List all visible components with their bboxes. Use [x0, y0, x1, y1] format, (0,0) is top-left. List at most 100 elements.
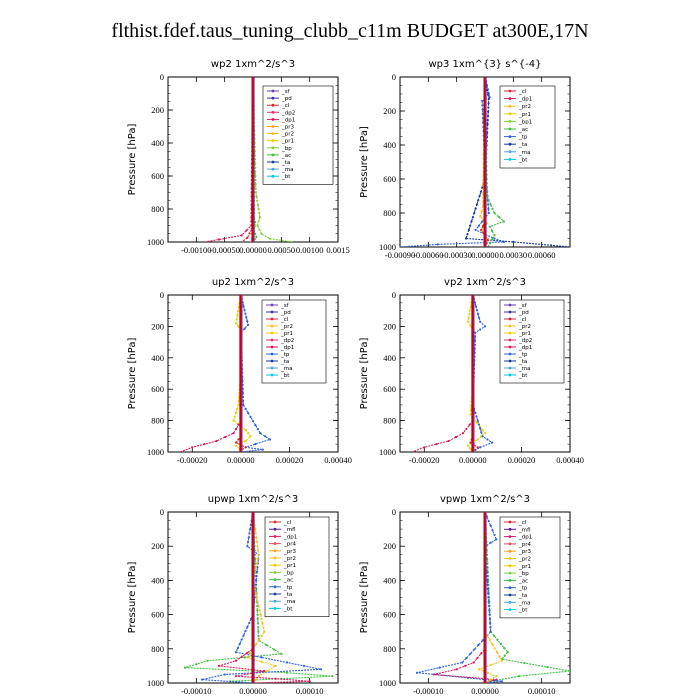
series-point — [461, 661, 464, 664]
series-point — [238, 642, 241, 645]
legend-label: _bp1 — [518, 119, 532, 125]
series-point — [244, 630, 247, 633]
series-point — [486, 587, 489, 591]
series-point — [258, 216, 261, 219]
series-point — [493, 647, 496, 650]
legend-marker — [508, 571, 512, 575]
legend-label: _bt — [518, 608, 528, 614]
series-point — [476, 438, 479, 441]
series-point — [469, 324, 472, 327]
series-point — [236, 310, 240, 313]
series-point — [472, 661, 475, 664]
series-point — [481, 639, 484, 642]
series-point — [237, 325, 240, 328]
series-point — [479, 446, 482, 449]
series-point — [486, 114, 490, 118]
legend-label: _cl — [281, 103, 290, 109]
legend-label: _tp — [280, 352, 290, 358]
series-point — [257, 207, 260, 211]
series-line — [204, 77, 254, 242]
legend-label: _dp1 — [280, 345, 294, 351]
y-axis-label: Pressure [hPa] — [359, 338, 370, 410]
series-point — [256, 613, 259, 616]
x-tick-label: 0.00020 — [276, 455, 304, 465]
series-point — [474, 305, 478, 308]
y-tick-label: 0 — [160, 290, 164, 300]
series-point — [263, 630, 266, 633]
legend-marker — [270, 366, 274, 370]
series-point — [506, 651, 509, 654]
series-point — [255, 540, 259, 544]
series-point — [490, 229, 494, 232]
legend-label: _dp1 — [281, 117, 295, 123]
y-tick-label: 1000 — [147, 447, 164, 457]
series-point — [481, 112, 484, 116]
series-point — [260, 660, 263, 663]
series-point — [478, 194, 481, 198]
legend-marker — [508, 586, 512, 590]
series-point — [474, 207, 477, 210]
legend-marker — [273, 592, 277, 596]
series-point — [248, 532, 251, 535]
legend-label: _sf — [281, 89, 291, 95]
legend-label: _pr1 — [281, 139, 294, 145]
series-point — [466, 233, 469, 236]
legend-label: _pr4 — [518, 542, 532, 548]
legend-marker — [271, 160, 275, 164]
plot-area — [183, 512, 334, 683]
y-tick-label: 1000 — [379, 447, 396, 457]
legend-marker — [271, 174, 275, 178]
legend-marker — [508, 158, 512, 161]
series-point — [280, 652, 283, 656]
series-point — [483, 432, 487, 435]
x-tick-label: 0.0015 — [326, 245, 349, 255]
legend-label: _ta — [518, 359, 527, 365]
legend: _cl_mfl_dp1_pr4_pr3_pr2_pr1_bp_ac_tp_ta_… — [499, 516, 561, 619]
series-point — [246, 545, 249, 548]
legend-marker — [270, 303, 274, 307]
series-point — [467, 228, 470, 232]
series-point — [246, 626, 249, 629]
series-point — [246, 540, 250, 544]
legend-marker — [270, 324, 274, 328]
legend-label: _cl — [518, 89, 527, 95]
y-tick-label: 1000 — [147, 237, 164, 247]
series-point — [249, 528, 252, 531]
series-point — [255, 195, 258, 198]
legend-box — [262, 85, 334, 185]
legend-label: _ac — [518, 127, 528, 133]
legend-label: _bt — [281, 174, 291, 180]
legend-marker — [508, 317, 512, 321]
y-tick-label: 800 — [383, 644, 396, 654]
legend-marker — [508, 557, 512, 560]
y-tick-label: 1000 — [379, 678, 396, 688]
series-point — [476, 419, 479, 422]
series-point — [489, 203, 492, 206]
series-point — [257, 634, 260, 638]
series-point — [264, 435, 267, 438]
x-tick-label: 0.00000 — [239, 245, 267, 255]
series-point — [203, 443, 206, 446]
series-point — [254, 562, 257, 565]
series-point — [487, 203, 490, 206]
series-point — [254, 183, 257, 186]
y-tick-label: 400 — [151, 575, 164, 585]
x-tick-label: -0.00010 — [181, 686, 211, 696]
series-point — [257, 675, 260, 678]
series-point — [244, 428, 247, 432]
x-tick-label: 0.00020 — [508, 455, 536, 465]
legend-marker — [270, 310, 274, 314]
legend-label: _pr3 — [518, 549, 532, 555]
legend-label: _dp2 — [280, 338, 294, 344]
legend-marker — [271, 139, 275, 143]
x-tick-label: 0.00050 — [268, 245, 296, 255]
series-point — [256, 199, 259, 202]
series-point — [217, 238, 221, 241]
series-point — [479, 215, 482, 218]
series-point — [263, 669, 266, 673]
series-point — [237, 438, 240, 441]
series-point — [265, 643, 268, 646]
series-point — [487, 596, 490, 599]
series-point — [256, 566, 259, 569]
series-point — [254, 423, 257, 427]
